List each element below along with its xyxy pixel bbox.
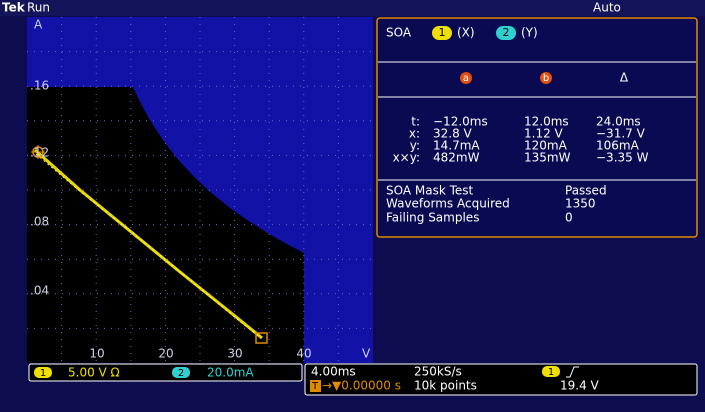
readout-cell: 1.12 V (524, 127, 564, 141)
readout-cell: x×y: (393, 151, 420, 165)
readout-cell: −3.35 W (596, 151, 649, 165)
readout-cell: −31.7 V (596, 127, 646, 141)
readout-cell: 14.7mA (433, 139, 480, 153)
waveform (34, 148, 263, 340)
readout-cell: 12.0ms (524, 115, 569, 129)
trig-pos-badge (310, 380, 321, 392)
col-delta: Δ (620, 71, 629, 85)
ch2-axis: (Y) (521, 26, 538, 40)
x-tick-label: 40 (296, 347, 311, 361)
channel-box (28, 363, 303, 382)
x-tick-label: 10 (89, 347, 104, 361)
cursor-a-cross (31, 145, 45, 159)
readout-cell: 482mW (433, 151, 480, 165)
trigger-badge: T (311, 381, 319, 392)
col-b-badge (540, 72, 552, 84)
readout-cell: t: (411, 115, 420, 129)
readout-cell: x: (409, 127, 420, 141)
ch1-axis: (X) (457, 26, 475, 40)
trigger-slope (566, 366, 579, 378)
run-status: Run (27, 1, 50, 15)
col-b: b (543, 73, 549, 84)
top-bar (0, 0, 705, 16)
readout-cell: 135mW (524, 151, 571, 165)
mask-cell: Failing Samples (386, 211, 479, 225)
y-tick-label: .12 (30, 146, 49, 160)
ch2-badge (496, 26, 516, 40)
ch1-label: 1 (439, 26, 446, 39)
readout-title: SOA (386, 26, 412, 40)
ch2-badge (172, 367, 190, 378)
timebase-box (304, 363, 698, 396)
ch1-num: 1 (40, 368, 46, 379)
mask-cell: SOA Mask Test (386, 184, 474, 198)
readout-cell: 106mA (596, 139, 640, 153)
trig-src-badge (542, 366, 560, 377)
x-tick-label: 20 (158, 347, 173, 361)
trigger-position: →▼0.00000 s (322, 379, 401, 393)
trigger-mode: Auto (593, 1, 621, 15)
soa-mask (27, 87, 304, 363)
trace-scatter (35, 153, 259, 337)
ch2-scale: 20.0mA (207, 366, 254, 380)
col-a: a (463, 73, 469, 84)
record-length: 10k points (414, 379, 477, 393)
y-unit: A (34, 18, 43, 32)
timebase: 4.00ms (311, 365, 356, 379)
y-tick-label: .04 (30, 284, 49, 298)
brand: Tek (2, 1, 26, 15)
col-a-badge (460, 72, 472, 84)
sample-rate: 250kS/s (414, 365, 462, 379)
ch2-label: 2 (503, 26, 510, 39)
y-tick-label: .08 (30, 215, 49, 229)
trigger-level: 19.4 V (560, 379, 600, 393)
mask-cell: 0 (565, 211, 573, 225)
cursor-b (255, 332, 268, 344)
mask-cell: Waveforms Acquired (386, 197, 510, 211)
readout-cell: y: (410, 139, 420, 153)
ch2-num: 2 (178, 368, 184, 379)
x-tick-label: 30 (227, 347, 242, 361)
readout-cell: 32.8 V (433, 127, 473, 141)
trace (34, 148, 263, 340)
readout-cell: 24.0ms (596, 115, 641, 129)
mask-cell: 1350 (565, 197, 596, 211)
ch1-badge (432, 26, 452, 40)
mask-cell: Passed (565, 184, 607, 198)
trigger-source: 1 (548, 367, 554, 378)
ch1-badge (34, 367, 52, 378)
readout-panel (376, 17, 698, 238)
readout-cell: 120mA (524, 139, 568, 153)
ch1-scale: 5.00 V Ω (68, 366, 120, 380)
x-unit: V (362, 347, 371, 361)
y-tick-label: .16 (30, 79, 49, 93)
readout-cell: −12.0ms (433, 115, 488, 129)
